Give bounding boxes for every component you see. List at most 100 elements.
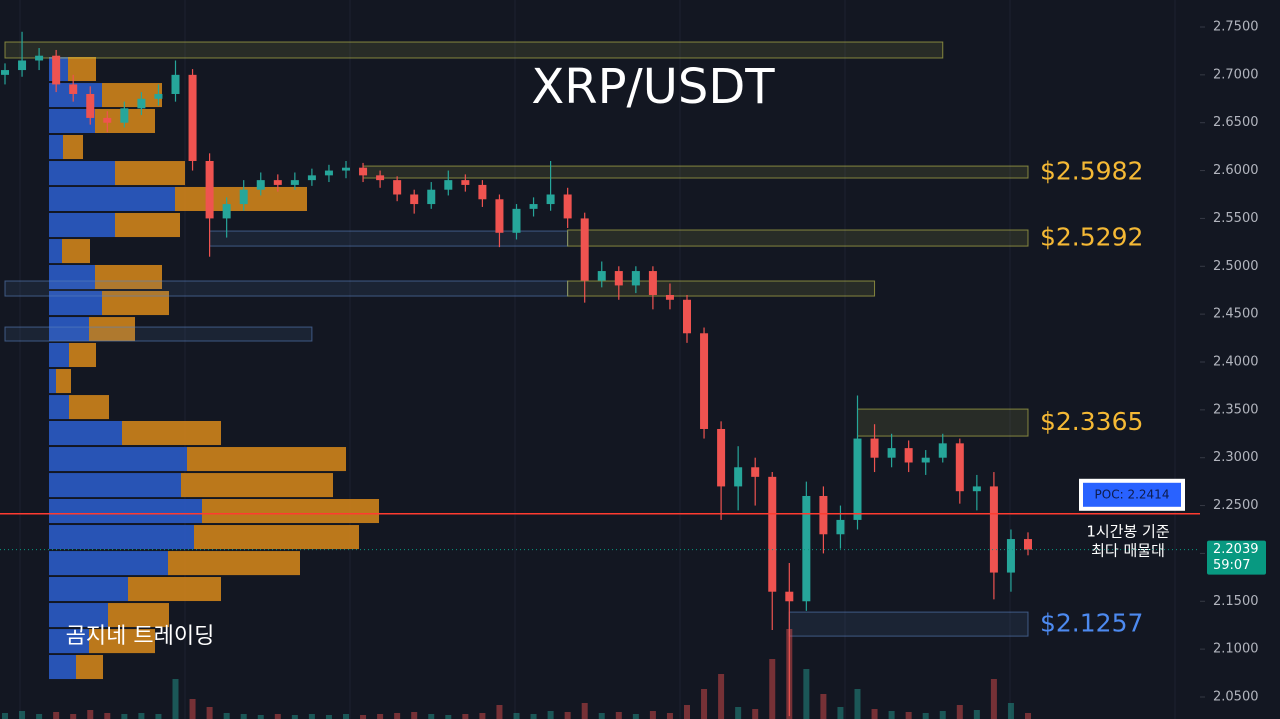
candle-body — [478, 184, 487, 200]
y-tick-label: 2.4000 — [1213, 354, 1259, 369]
candle-body — [376, 175, 385, 181]
y-tick-label: 2.1500 — [1213, 594, 1259, 609]
y-tick-label: 2.2500 — [1213, 498, 1259, 513]
countdown-label: 59:07 — [1213, 558, 1250, 573]
zone — [362, 165, 1029, 179]
volume-bar — [240, 714, 247, 719]
candle-body — [529, 204, 538, 209]
volume-bar — [19, 711, 26, 719]
volume-bar — [2, 713, 8, 719]
volume-bar — [837, 707, 844, 719]
volume-bar — [87, 710, 94, 719]
candle-body — [393, 180, 402, 195]
candle-body — [563, 194, 572, 219]
volume-bar — [973, 710, 980, 719]
poc-label: POC: 2.2414 — [1095, 487, 1170, 501]
volume-bar — [735, 707, 742, 719]
volume-bar — [36, 714, 43, 719]
profile-buy-bar — [49, 213, 115, 238]
volume-bar — [888, 711, 895, 719]
profile-sell-bar — [69, 342, 96, 368]
y-tick-label: 2.6000 — [1213, 163, 1259, 178]
profile-buy-bar — [49, 342, 69, 368]
volume-bar — [547, 711, 554, 719]
candle-body — [307, 175, 316, 181]
profile-buy-bar — [49, 551, 168, 576]
profile-buy-bar — [49, 629, 89, 654]
zone — [209, 230, 569, 247]
volume-bar — [598, 713, 605, 719]
y-tick-label: 2.0500 — [1213, 689, 1259, 704]
profile-sell-bar — [102, 291, 169, 316]
watermark: 곰지네 트레이딩 — [66, 624, 215, 649]
volume-bar — [803, 669, 810, 719]
profile-sell-bar — [68, 56, 96, 82]
volume-bar — [752, 709, 759, 719]
candle-body — [290, 180, 299, 185]
candle-body — [768, 476, 777, 592]
candle-body — [683, 299, 691, 334]
profile-sell-bar — [62, 239, 90, 264]
profile-sell-bar — [108, 603, 169, 628]
volume-bar — [343, 714, 349, 719]
volume-bar — [649, 711, 656, 719]
candle-body — [18, 60, 27, 71]
volume-bar — [274, 714, 281, 719]
profile-buy-bar — [49, 577, 128, 602]
profile-sell-bar — [115, 213, 180, 238]
volume-bar — [632, 714, 639, 719]
volume-bar — [513, 713, 520, 719]
profile-sell-bar — [63, 134, 83, 160]
volume-bar — [939, 711, 946, 719]
candle-body — [665, 294, 674, 300]
volume-bar — [701, 689, 708, 719]
candle-body — [86, 93, 95, 118]
profile-buy-bar — [49, 186, 175, 212]
zone-price-label: $2.3365 — [1040, 407, 1143, 436]
zone — [4, 280, 569, 297]
candle-body — [256, 180, 265, 190]
volume-bar — [377, 714, 384, 719]
candle-body — [631, 271, 640, 286]
vertical-grid — [19, 0, 1176, 719]
candle-body — [853, 438, 862, 520]
candle-body — [1024, 539, 1032, 550]
profile-buy-bar — [49, 264, 95, 290]
volume-bar — [206, 707, 213, 719]
volume-bar — [53, 712, 60, 719]
volume-bar — [820, 694, 827, 719]
profile-sell-bar — [168, 551, 300, 576]
volume-bar — [138, 713, 145, 719]
y-tick-label: 2.3000 — [1213, 450, 1259, 465]
volume-bar — [564, 712, 571, 719]
zone — [567, 280, 876, 297]
volume-bar — [1025, 713, 1031, 719]
candle-body — [870, 438, 879, 458]
zone-price-label: $2.5982 — [1040, 156, 1143, 185]
candle-body — [52, 55, 61, 85]
candle-body — [597, 271, 606, 281]
candle-body — [802, 495, 811, 602]
candle-body — [887, 448, 896, 458]
candle-body — [188, 74, 197, 161]
y-tick-label: 2.7500 — [1213, 19, 1259, 34]
volume-bar — [104, 713, 111, 719]
candle-body — [495, 199, 504, 233]
profile-buy-bar — [49, 655, 76, 680]
profile-sell-bar — [76, 655, 103, 680]
profile-sell-bar — [56, 369, 71, 394]
candle-body — [154, 93, 163, 99]
profile-sell-bar — [69, 395, 109, 420]
profile-buy-bar — [49, 161, 115, 186]
candle-body — [171, 74, 180, 94]
y-tick-label: 2.5500 — [1213, 211, 1259, 226]
profile-buy-bar — [49, 420, 122, 446]
candle-body — [273, 180, 282, 185]
chart-title: XRP/USDT — [531, 59, 775, 115]
zone — [567, 229, 1029, 247]
candle-body — [938, 443, 947, 458]
candle-body — [69, 84, 78, 94]
volume-bar — [360, 715, 367, 719]
volume-bar — [615, 712, 622, 719]
